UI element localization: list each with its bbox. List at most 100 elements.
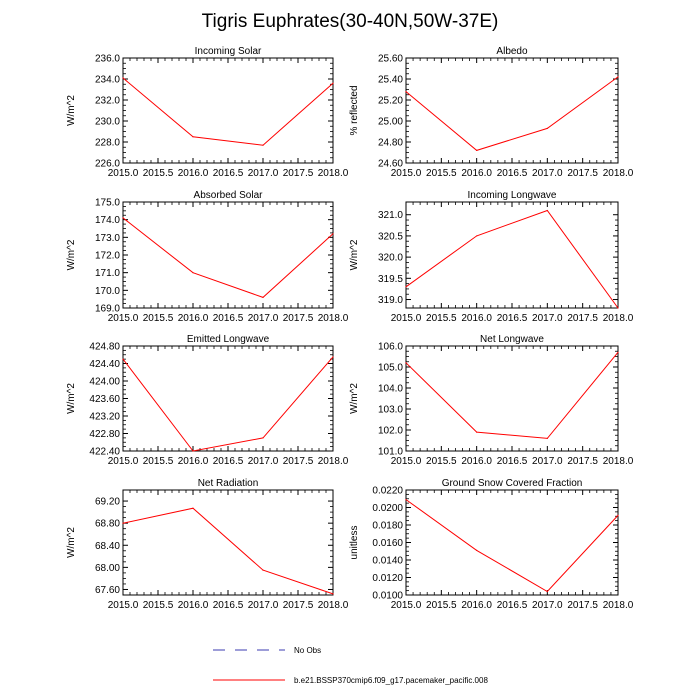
y-tick-label: 0.0200 <box>372 503 403 514</box>
series-line <box>405 76 619 151</box>
x-tick-label: 2017.5 <box>283 168 314 179</box>
data-point <box>332 356 334 358</box>
panel-title: Net Radiation <box>198 478 259 489</box>
x-tick-label: 2015.0 <box>108 168 139 179</box>
y-tick-label: 68.40 <box>95 541 120 552</box>
plot-frame <box>405 489 619 596</box>
x-tick-label: 2015.0 <box>108 456 139 467</box>
y-tick-label: 171.0 <box>95 268 120 279</box>
x-tick-label: 2015.5 <box>143 313 174 324</box>
data-point <box>332 233 334 235</box>
plot-frame <box>122 201 334 309</box>
y-tick-label: 232.0 <box>95 96 120 107</box>
panel-title: Incoming Longwave <box>468 190 557 201</box>
x-tick-label: 2017.0 <box>532 313 563 324</box>
data-point <box>476 549 478 551</box>
x-tick-label: 2017.0 <box>248 456 279 467</box>
y-tick-label: 424.40 <box>89 359 120 370</box>
data-point <box>122 217 124 219</box>
x-tick-label: 2016.0 <box>461 168 492 179</box>
data-point <box>332 82 334 84</box>
x-tick-label: 2017.0 <box>532 456 563 467</box>
y-tick-label: 319.5 <box>378 274 403 285</box>
y-tick-label: 104.0 <box>378 384 403 395</box>
x-tick-label: 2017.0 <box>248 600 279 611</box>
data-point <box>476 431 478 433</box>
y-tick-label: 320.5 <box>378 231 403 242</box>
x-tick-label: 2016.5 <box>497 168 528 179</box>
data-point <box>192 136 194 138</box>
y-tick-label: 230.0 <box>95 117 120 128</box>
x-tick-label: 2016.5 <box>213 600 244 611</box>
series-line <box>122 217 334 298</box>
y-tick-label: 24.60 <box>378 159 403 170</box>
y-tick-label: 25.20 <box>378 96 403 107</box>
x-tick-label: 2017.5 <box>567 456 598 467</box>
data-point <box>476 235 478 237</box>
legend: No Obs b.e21.BSSP370cmip6.f09_g17.pacema… <box>213 646 488 685</box>
x-tick-label: 2016.5 <box>497 313 528 324</box>
y-tick-label: 102.0 <box>378 426 403 437</box>
x-tick-label: 2016.0 <box>178 600 209 611</box>
y-tick-label: 175.0 <box>95 198 120 209</box>
y-tick-label: 319.0 <box>378 295 403 306</box>
x-tick-label: 2016.0 <box>178 168 209 179</box>
x-tick-label: 2015.0 <box>391 456 422 467</box>
data-point <box>617 514 619 516</box>
data-point <box>122 77 124 79</box>
y-axis-label: W/m^2 <box>66 383 77 414</box>
x-tick-label: 2017.5 <box>567 600 598 611</box>
y-tick-label: 106.0 <box>378 342 403 353</box>
chart-panel-2: Albedo % reflected 2015.0 2015.5 2016.0 2016.… <box>349 46 634 179</box>
x-tick-label: 2016.0 <box>461 456 492 467</box>
x-tick-label: 2015.0 <box>391 168 422 179</box>
y-tick-label: 68.80 <box>95 519 120 530</box>
y-tick-label: 321.0 <box>378 210 403 221</box>
panel-title: Net Longwave <box>480 334 544 345</box>
y-tick-label: 423.60 <box>89 394 120 405</box>
y-tick-label: 422.80 <box>89 429 120 440</box>
chart-panel-1: Incoming Solar W/m^2 2015.0 2015.5 2016.0 201… <box>66 46 349 179</box>
x-tick-label: 2015.5 <box>426 313 457 324</box>
y-axis-label: % reflected <box>349 85 360 135</box>
y-tick-label: 173.0 <box>95 233 120 244</box>
figure-title: Tigris Euphrates(30-40N,50W-37E) <box>202 11 499 32</box>
x-tick-label: 2015.5 <box>426 456 457 467</box>
y-tick-label: 25.00 <box>378 117 403 128</box>
x-tick-label: 2016.5 <box>213 456 244 467</box>
data-point <box>405 91 407 93</box>
x-tick-label: 2015.0 <box>391 600 422 611</box>
y-tick-label: 69.20 <box>95 497 120 508</box>
data-point <box>262 144 264 146</box>
data-point <box>192 507 194 509</box>
panel-title: Absorbed Solar <box>194 190 264 201</box>
x-tick-label: 2017.5 <box>567 168 598 179</box>
y-tick-label: 172.0 <box>95 251 120 262</box>
y-tick-label: 103.0 <box>378 405 403 416</box>
x-tick-label: 2015.5 <box>143 600 174 611</box>
y-axis-label: W/m^2 <box>349 383 360 414</box>
y-tick-label: 25.60 <box>378 54 403 65</box>
data-point <box>405 499 407 501</box>
x-tick-label: 2016.0 <box>178 456 209 467</box>
data-point <box>262 569 264 571</box>
plot-frame <box>405 201 619 309</box>
x-tick-label: 2017.5 <box>283 456 314 467</box>
data-point <box>546 127 548 129</box>
y-tick-label: 169.0 <box>95 304 120 315</box>
data-point <box>405 286 407 288</box>
x-tick-label: 2017.5 <box>567 313 598 324</box>
data-point <box>122 358 124 360</box>
x-tick-label: 2018.0 <box>318 313 349 324</box>
x-tick-label: 2017.0 <box>532 600 563 611</box>
data-point <box>546 209 548 212</box>
plot-frame <box>122 345 334 452</box>
chart-panel-6: Net Longwave W/m^2 2015.0 2015.5 2016.0 2016.… <box>349 334 634 467</box>
x-tick-label: 2016.5 <box>497 456 528 467</box>
panel-title: Albedo <box>496 46 528 57</box>
data-point <box>476 149 478 151</box>
data-point <box>262 296 264 298</box>
y-tick-label: 424.80 <box>89 342 120 353</box>
x-tick-label: 2015.0 <box>391 313 422 324</box>
